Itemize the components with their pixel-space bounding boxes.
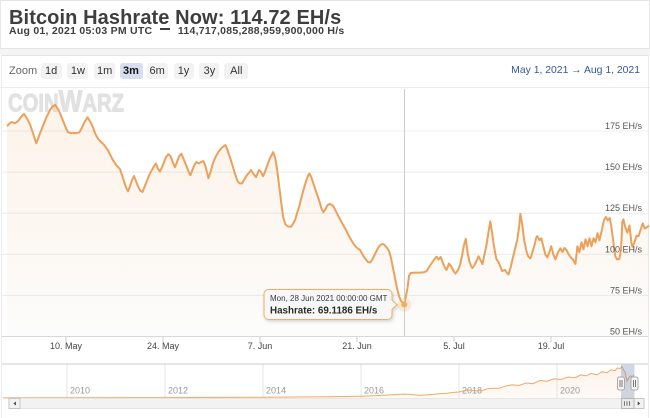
svg-text:Mon, 28 Jun 2021 00:00:00 GMT: Mon, 28 Jun 2021 00:00:00 GMT [270, 294, 388, 303]
svg-text:5. Jul: 5. Jul [443, 341, 465, 351]
svg-text:50 EH/s: 50 EH/s [610, 327, 643, 337]
svg-text:175 EH/s: 175 EH/s [605, 121, 643, 131]
svg-text:19. Jul: 19. Jul [538, 341, 565, 351]
svg-text:2014: 2014 [266, 386, 286, 396]
svg-text:24. May: 24. May [147, 341, 180, 351]
svg-text:2012: 2012 [168, 386, 188, 396]
svg-text:100 EH/s: 100 EH/s [605, 244, 643, 254]
svg-text:10. May: 10. May [50, 341, 83, 351]
svg-text:2016: 2016 [364, 386, 384, 396]
svg-text:Hashrate: 69.1186 EH/s: Hashrate: 69.1186 EH/s [270, 306, 378, 317]
svg-text:125 EH/s: 125 EH/s [605, 203, 643, 213]
svg-text:7. Jun: 7. Jun [248, 341, 273, 351]
svg-text:150 EH/s: 150 EH/s [605, 162, 643, 172]
svg-text:21. Jun: 21. Jun [342, 341, 372, 351]
svg-text:COINWARZ: COINWARZ [8, 84, 124, 119]
svg-text:2010: 2010 [70, 386, 90, 396]
svg-text:75 EH/s: 75 EH/s [610, 285, 643, 295]
